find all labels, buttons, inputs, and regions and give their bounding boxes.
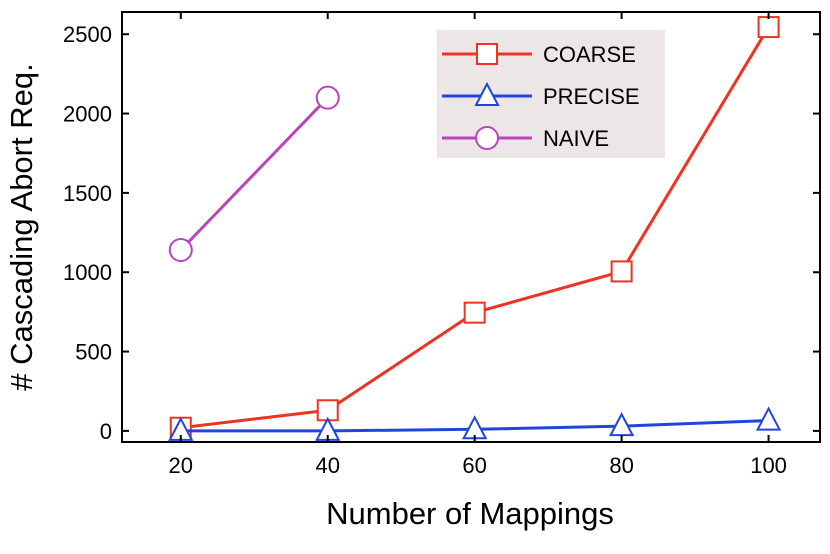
y-tick-label: 500	[75, 340, 112, 365]
x-axis-title: Number of Mappings	[326, 496, 614, 531]
legend-item-precise: PRECISE	[442, 81, 640, 109]
y-tick-label: 1000	[63, 260, 112, 285]
plot-frame	[121, 11, 821, 443]
x-tick-label: 100	[750, 453, 787, 478]
plot-area	[168, 16, 782, 441]
legend-label-coarse: COARSE	[543, 42, 636, 67]
legend-marker-precise	[474, 81, 500, 106]
x-tick-label: 80	[609, 453, 633, 478]
data-point-precise	[755, 406, 782, 431]
legend-label-precise: PRECISE	[543, 84, 640, 109]
y-tick-label: 0	[100, 419, 112, 444]
series-naive	[168, 85, 340, 263]
legend-marker-naive	[475, 126, 499, 150]
y-axis: 0 500 1000 1500 2000 2500	[63, 22, 820, 444]
x-tick-label: 60	[462, 453, 486, 478]
series-line-naive	[179, 96, 329, 252]
legend-item-naive: NAIVE	[442, 126, 609, 151]
x-tick-label: 20	[169, 453, 193, 478]
data-point-coarse	[610, 260, 633, 283]
y-tick-label: 2500	[63, 22, 112, 47]
data-point-coarse	[463, 301, 486, 324]
legend: COARSE PRECISE NAIVE	[437, 30, 665, 158]
data-point-naive	[315, 85, 340, 110]
legend-label-naive: NAIVE	[543, 126, 609, 151]
x-tick-label: 40	[315, 453, 339, 478]
data-point-naive	[168, 238, 193, 263]
series-coarse	[169, 16, 780, 439]
y-axis-title: # Cascading Abort Req.	[4, 63, 39, 390]
legend-item-coarse: COARSE	[442, 42, 636, 67]
data-point-coarse	[757, 16, 780, 39]
y-tick-label: 1500	[63, 181, 112, 206]
x-axis: 20 40 60 80 100	[169, 12, 787, 478]
legend-marker-coarse	[476, 43, 498, 65]
y-tick-label: 2000	[63, 102, 112, 127]
